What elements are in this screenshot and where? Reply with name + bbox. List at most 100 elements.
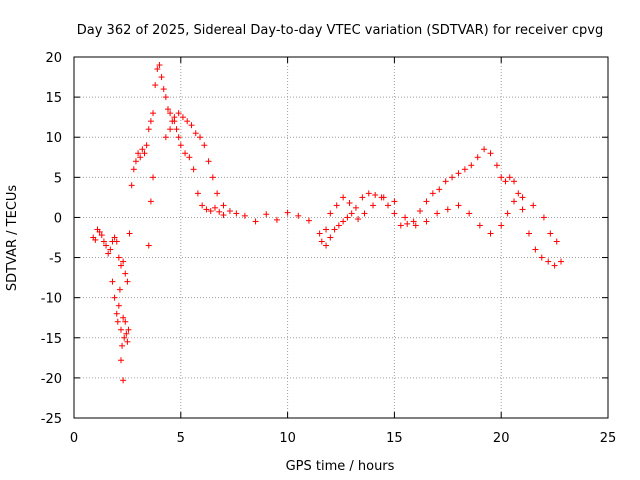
data-point	[162, 134, 169, 141]
data-point	[173, 126, 180, 133]
data-point	[558, 258, 565, 265]
data-point	[158, 74, 165, 81]
data-point	[117, 326, 124, 333]
data-point	[402, 214, 409, 221]
data-point	[162, 94, 169, 101]
data-point	[122, 318, 129, 325]
data-point	[384, 202, 391, 209]
data-point	[203, 206, 210, 213]
data-point	[455, 202, 462, 209]
data-point	[132, 158, 139, 165]
data-point	[404, 220, 411, 227]
data-points	[90, 62, 565, 384]
data-point	[164, 106, 171, 113]
data-point	[190, 166, 197, 173]
data-point	[346, 200, 353, 207]
data-point	[359, 194, 366, 201]
data-point	[122, 270, 129, 277]
data-point	[220, 212, 227, 219]
data-point	[192, 130, 199, 137]
data-point	[476, 222, 483, 229]
data-point	[487, 150, 494, 157]
data-point	[115, 302, 122, 309]
data-point	[177, 142, 184, 149]
data-point	[493, 162, 500, 169]
data-point	[167, 110, 174, 117]
data-point	[211, 204, 218, 211]
data-point	[121, 334, 128, 341]
data-point	[348, 210, 355, 217]
data-point	[305, 217, 312, 224]
data-point	[107, 246, 114, 253]
data-point	[137, 154, 144, 161]
chart-title: Day 362 of 2025, Sidereal Day-to-day VTE…	[77, 23, 603, 38]
data-point	[511, 198, 518, 205]
data-point	[220, 202, 227, 209]
data-point	[429, 190, 436, 197]
data-point	[551, 262, 558, 269]
data-point	[545, 258, 552, 265]
data-point	[194, 190, 201, 197]
data-point	[333, 202, 340, 209]
grid	[74, 57, 608, 418]
data-point	[263, 211, 270, 218]
data-point	[214, 190, 221, 197]
data-point	[117, 357, 124, 364]
data-point	[226, 208, 233, 215]
x-tick-label: 5	[177, 431, 185, 446]
x-tick-label: 10	[279, 431, 296, 446]
data-point	[96, 228, 103, 235]
data-point	[352, 204, 359, 211]
data-point	[100, 238, 107, 245]
x-axis-label: GPS time / hours	[286, 459, 395, 474]
data-point	[123, 330, 130, 337]
data-point	[436, 186, 443, 193]
data-point	[103, 242, 110, 249]
data-point	[295, 212, 302, 219]
data-point	[150, 174, 157, 181]
data-point	[466, 210, 473, 217]
data-point	[119, 342, 126, 349]
data-point	[370, 202, 377, 209]
data-point	[197, 134, 204, 141]
data-point	[115, 254, 122, 261]
data-point	[92, 236, 99, 243]
data-point	[468, 162, 475, 169]
data-point	[252, 218, 259, 225]
data-point	[506, 174, 513, 181]
data-point	[273, 216, 280, 223]
data-point	[553, 238, 560, 245]
data-point	[241, 212, 248, 219]
data-point	[216, 208, 223, 215]
data-point	[207, 208, 214, 215]
data-point	[316, 230, 323, 237]
y-tick-label: -5	[49, 252, 62, 267]
data-point	[365, 190, 372, 197]
data-point	[199, 202, 206, 209]
data-point	[154, 66, 161, 73]
data-point	[175, 110, 182, 117]
data-point	[111, 294, 118, 301]
y-tick-label: 10	[45, 131, 62, 146]
y-tick-label: -20	[41, 372, 62, 387]
data-point	[498, 222, 505, 229]
data-point	[182, 150, 189, 157]
data-point	[233, 210, 240, 217]
data-point	[150, 110, 157, 117]
y-tick-label: 20	[45, 51, 62, 66]
data-point	[519, 206, 526, 213]
data-point	[111, 234, 118, 241]
data-point	[284, 209, 291, 216]
data-point	[156, 62, 163, 69]
data-point	[323, 242, 330, 249]
data-point	[175, 134, 182, 141]
data-point	[502, 178, 509, 185]
data-point	[147, 198, 154, 205]
data-point	[355, 216, 362, 223]
data-point	[487, 230, 494, 237]
y-tick-label: -10	[41, 292, 62, 307]
data-point	[167, 126, 174, 133]
data-point	[397, 222, 404, 229]
data-point	[532, 246, 539, 253]
